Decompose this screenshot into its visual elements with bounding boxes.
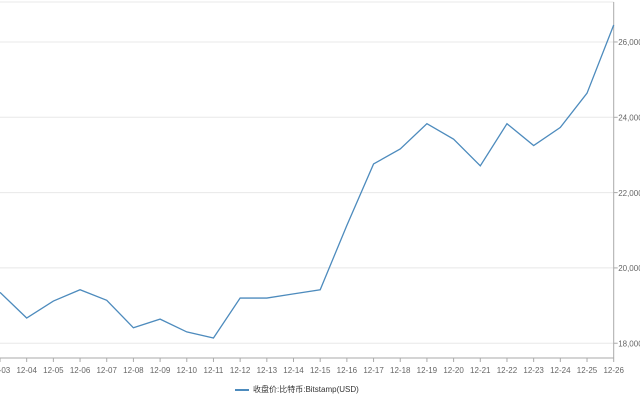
svg-text:12-15: 12-15 (310, 366, 331, 375)
svg-text:26,000.00: 26,000.00 (618, 38, 640, 47)
svg-text:12-05: 12-05 (43, 366, 64, 375)
svg-text:12-19: 12-19 (417, 366, 438, 375)
svg-text:12-25: 12-25 (577, 366, 598, 375)
svg-text:12-22: 12-22 (497, 366, 518, 375)
svg-text:12-24: 12-24 (550, 366, 571, 375)
svg-text:12-12: 12-12 (230, 366, 251, 375)
svg-text:12-26: 12-26 (603, 366, 624, 375)
svg-text:12-11: 12-11 (204, 366, 224, 375)
svg-text:12-08: 12-08 (123, 366, 144, 375)
svg-text:12-17: 12-17 (363, 366, 384, 375)
svg-text:24,000.00: 24,000.00 (618, 113, 640, 122)
svg-text:12-16: 12-16 (337, 366, 358, 375)
svg-text:12-06: 12-06 (70, 366, 91, 375)
svg-text:12-10: 12-10 (177, 366, 198, 375)
svg-text:12-09: 12-09 (150, 366, 171, 375)
svg-text:20,000.00: 20,000.00 (618, 264, 640, 273)
svg-text:12-14: 12-14 (283, 366, 304, 375)
svg-text:22,000.00: 22,000.00 (618, 189, 640, 198)
svg-text:12-03: 12-03 (0, 366, 11, 375)
svg-text:12-23: 12-23 (523, 366, 544, 375)
svg-text:12-13: 12-13 (257, 366, 278, 375)
svg-text:12-20: 12-20 (443, 366, 464, 375)
svg-text:12-07: 12-07 (96, 366, 117, 375)
svg-text:12-21: 12-21 (470, 366, 491, 375)
svg-text:18,000.00: 18,000.00 (618, 339, 640, 348)
svg-text:12-18: 12-18 (390, 366, 411, 375)
svg-text:12-04: 12-04 (16, 366, 37, 375)
